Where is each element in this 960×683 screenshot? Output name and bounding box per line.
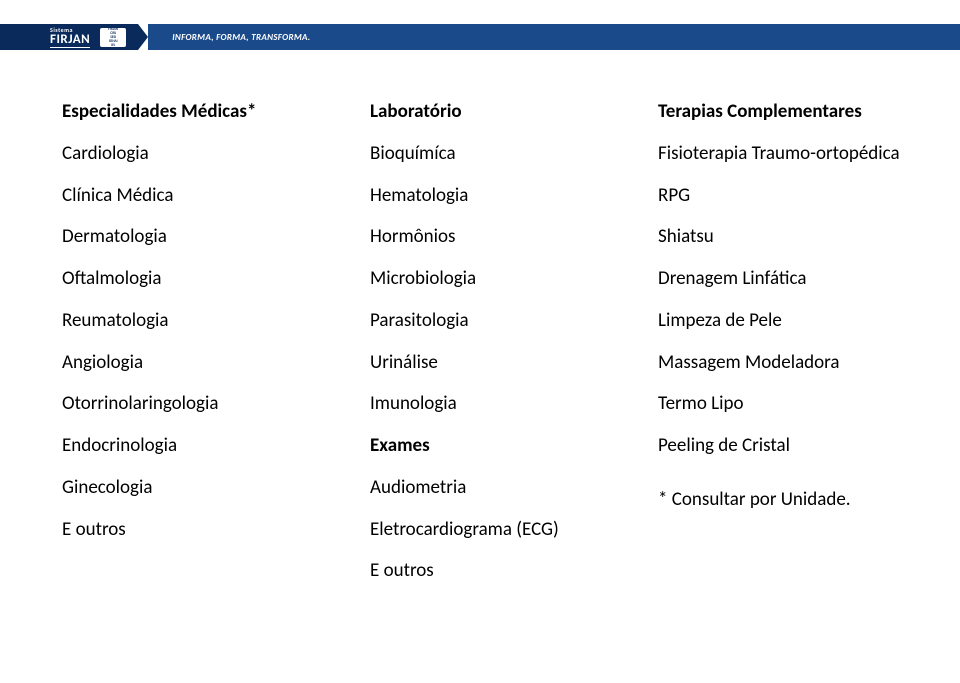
ribbon-right: INFORMA, FORMA, TRANSFORMA. — [148, 24, 960, 50]
column-lab: Laboratório Bioquímíca Hematologia Hormô… — [370, 100, 610, 583]
list-item: Limpeza de Pele — [658, 309, 900, 333]
badge-line: IEL — [111, 43, 115, 47]
col2-heading: Laboratório — [370, 100, 610, 124]
list-item: Imunologia — [370, 392, 610, 416]
list-item: Massagem Modeladora — [658, 351, 900, 375]
firjan-logo: Sistema FIRJAN — [50, 27, 90, 48]
col3-heading: Terapias Complementares — [658, 100, 900, 124]
list-item: Ginecologia — [62, 476, 322, 500]
content-area: Especialidades Médicas* Cardiologia Clín… — [0, 62, 960, 583]
list-item: Peeling de Cristal — [658, 434, 900, 458]
list-item: Angiologia — [62, 351, 322, 375]
list-item: Hematologia — [370, 184, 610, 208]
list-item: Cardiologia — [62, 142, 322, 166]
col1-heading: Especialidades Médicas* — [62, 100, 322, 124]
list-item: Microbiologia — [370, 267, 610, 291]
list-item: Drenagem Linfática — [658, 267, 900, 291]
footnote: * Consultar por Unidade. — [658, 488, 900, 512]
list-item: Reumatologia — [62, 309, 322, 333]
list-item: Oftalmologia — [62, 267, 322, 291]
logo-main-text: FIRJAN — [50, 33, 90, 48]
list-item: Eletrocardiograma (ECG) — [370, 518, 610, 542]
column-therapies: Terapias Complementares Fisioterapia Tra… — [658, 100, 900, 583]
list-item: RPG — [658, 184, 900, 208]
header-ribbon: Sistema FIRJAN FIRJAN CIRJ SESI SENAI IE… — [0, 24, 960, 50]
tagline-text: INFORMA, FORMA, TRANSFORMA. — [172, 32, 310, 43]
list-item: Clínica Médica — [62, 184, 322, 208]
list-item: E outros — [62, 518, 322, 542]
list-item: Endocrinologia — [62, 434, 322, 458]
list-item: Dermatologia — [62, 225, 322, 249]
list-item: Urinálise — [370, 351, 610, 375]
list-item: Termo Lipo — [658, 392, 900, 416]
col2-heading2: Exames — [370, 434, 610, 458]
list-item: Hormônios — [370, 225, 610, 249]
list-item: Otorrinolaringologia — [62, 392, 322, 416]
list-item: Fisioterapia Traumo-ortopédica — [658, 142, 900, 166]
header-bar: Sistema FIRJAN FIRJAN CIRJ SESI SENAI IE… — [0, 0, 960, 62]
column-specialties: Especialidades Médicas* Cardiologia Clín… — [62, 100, 322, 583]
logo-badge: FIRJAN CIRJ SESI SENAI IEL — [100, 28, 126, 47]
list-item: Bioquímíca — [370, 142, 610, 166]
ribbon-left: Sistema FIRJAN FIRJAN CIRJ SESI SENAI IE… — [0, 24, 138, 50]
list-item: Audiometria — [370, 476, 610, 500]
list-item: E outros — [370, 559, 610, 583]
list-item: Shiatsu — [658, 225, 900, 249]
list-item: Parasitologia — [370, 309, 610, 333]
